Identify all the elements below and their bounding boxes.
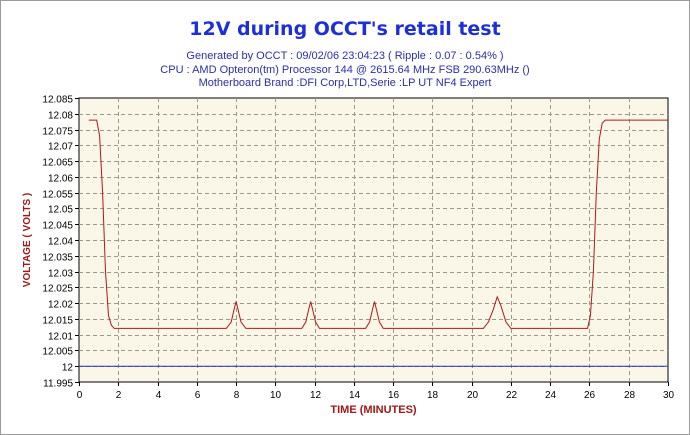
y-tick-label: 12 <box>62 363 74 374</box>
series-line-1 <box>88 119 668 329</box>
y-tick-label: 12.03 <box>48 269 73 280</box>
x-tick-label: 16 <box>388 390 400 401</box>
y-tick-label: 12.04 <box>48 237 73 248</box>
chart-subtitle-cpu: CPU : AMD Opteron(tm) Processor 144 @ 26… <box>160 64 530 76</box>
x-tick-label: 12 <box>310 390 322 401</box>
x-tick-label: 4 <box>156 390 162 401</box>
x-tick-label: 30 <box>663 390 675 401</box>
x-tick-label: 10 <box>270 390 282 401</box>
y-tick-label: 11.995 <box>43 379 73 390</box>
series-layer <box>79 119 668 367</box>
x-tick-label: 8 <box>234 390 240 401</box>
x-tick-label: 22 <box>506 390 518 401</box>
x-tick-label: 6 <box>195 390 201 401</box>
chart-subtitle-generated: Generated by OCCT : 09/02/06 23:04:23 ( … <box>186 50 504 62</box>
y-tick-label: 12.07 <box>48 142 73 153</box>
y-tick-label: 12.015 <box>42 316 73 327</box>
y-tick-label: 12.035 <box>42 253 73 264</box>
x-tick-label: 0 <box>77 390 83 401</box>
x-tick-label: 24 <box>545 390 557 401</box>
y-axis-label: VOLTAGE ( VOLTS ) <box>22 193 33 287</box>
y-tick-label: 12.065 <box>42 158 73 169</box>
y-tick-label: 12.045 <box>42 221 73 232</box>
y-axis-ticks: 11.995 12 12.005 12.01 12.015 12.02 12.025 12.0… <box>42 95 79 390</box>
x-tick-label: 26 <box>584 390 596 401</box>
x-tick-label: 18 <box>427 390 439 401</box>
x-axis-label: TIME (MINUTES) <box>330 404 416 416</box>
y-tick-label: 12.085 <box>42 95 73 106</box>
y-tick-label: 12.075 <box>42 127 73 138</box>
x-tick-label: 2 <box>116 390 122 401</box>
x-gridlines <box>118 98 630 382</box>
y-tick-label: 12.01 <box>48 332 73 343</box>
y-tick-label: 12.08 <box>48 111 73 122</box>
y-tick-label: 12.05 <box>48 205 73 216</box>
y-tick-label: 12.025 <box>42 284 73 295</box>
x-axis-ticks: 0 2 4 6 8 10 12 14 16 18 20 22 24 26 28 30 <box>77 382 675 401</box>
x-tick-label: 20 <box>467 390 479 401</box>
y-tick-label: 12.005 <box>42 347 73 358</box>
x-tick-label: 28 <box>624 390 636 401</box>
chart-subtitle-motherboard: Motherboard Brand :DFI Corp,LTD,Serie :L… <box>198 77 492 89</box>
y-tick-label: 12.02 <box>48 300 73 311</box>
y-tick-label: 12.055 <box>42 190 73 201</box>
y-tick-label: 12.06 <box>48 174 73 185</box>
chart-title: 12V during OCCT's retail test <box>189 18 501 40</box>
x-tick-label: 14 <box>349 390 361 401</box>
